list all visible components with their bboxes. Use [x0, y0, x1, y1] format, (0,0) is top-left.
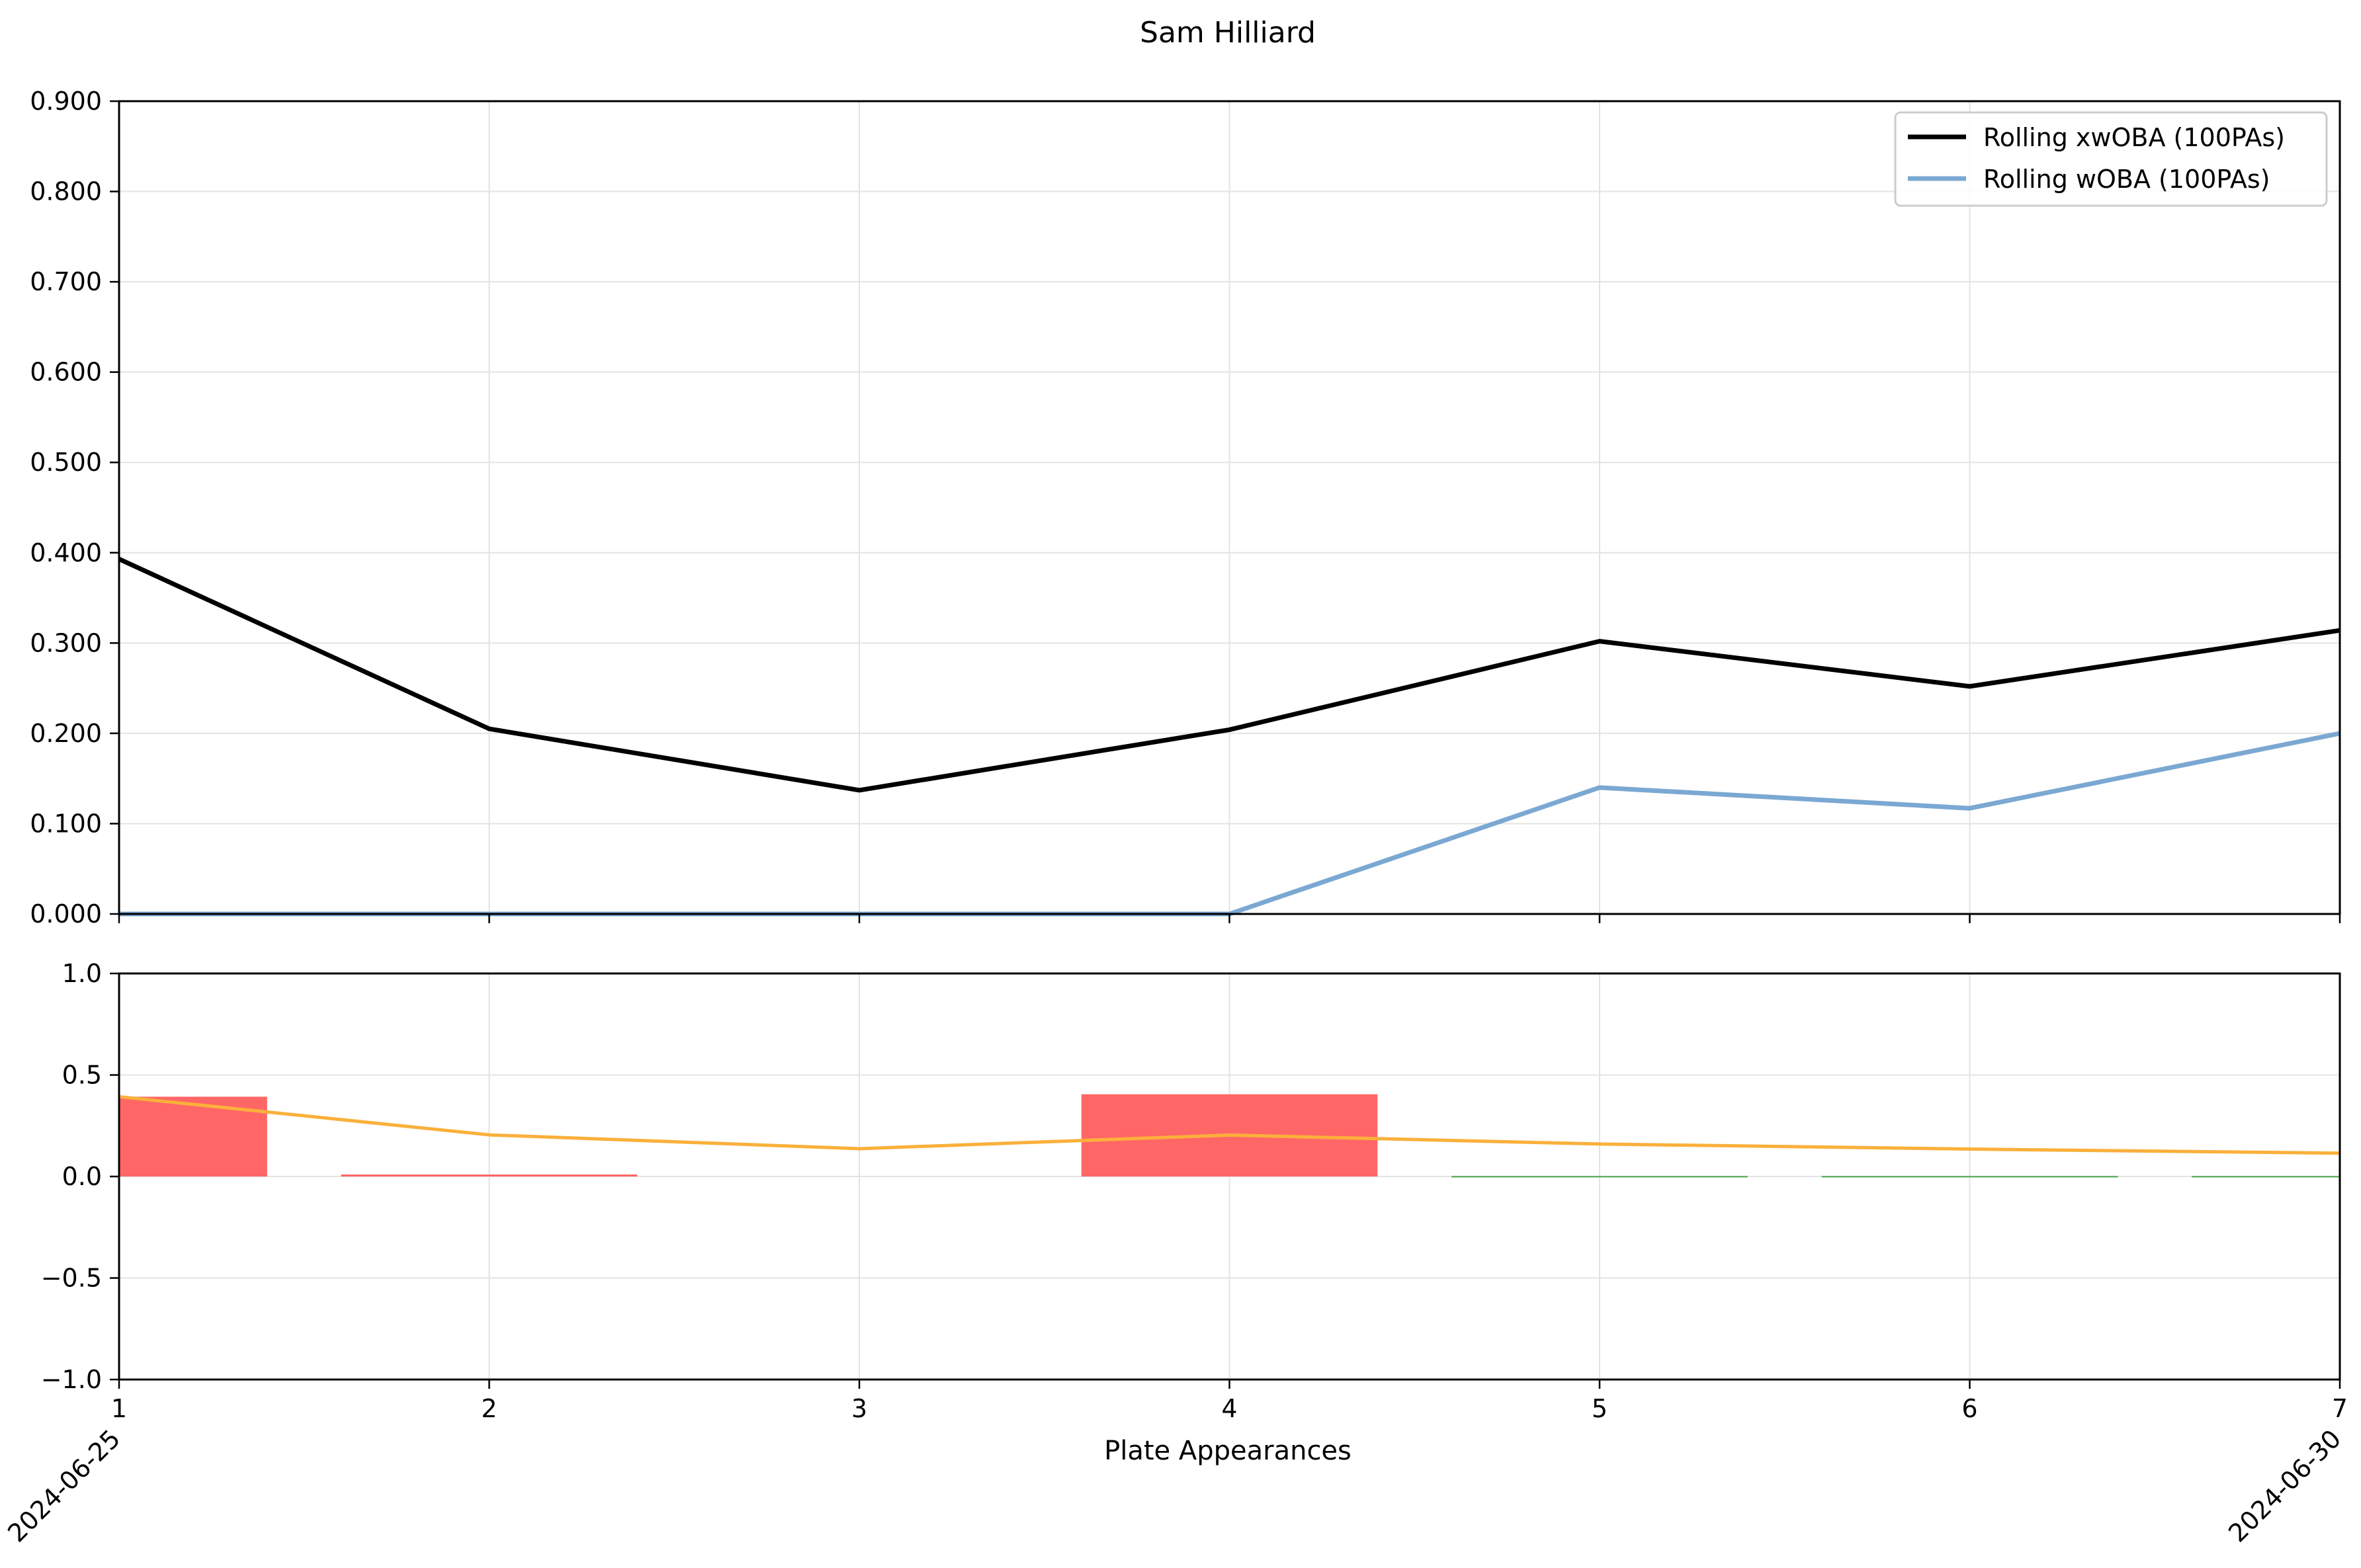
legend-label-woba: Rolling wOBA (100PAs) — [1983, 165, 2270, 194]
legend-box — [1894, 111, 2328, 207]
bottom-y-tick-label: 0.0 — [62, 1162, 102, 1191]
x-tick-label: 5 — [1592, 1394, 1608, 1423]
date-label: 2024-06-30 — [2223, 1424, 2346, 1547]
top-y-tick-label: 0.600 — [30, 358, 102, 387]
legend: Rolling xwOBA (100PAs) Rolling wOBA (100… — [1894, 111, 2328, 207]
top-plot: 0.000 0.100 0.200 0.300 0.400 0.500 0.600 0.700… — [30, 87, 2341, 928]
bar — [341, 1174, 638, 1176]
bar — [711, 1176, 1008, 1178]
x-tick-label: 1 — [111, 1394, 127, 1423]
bar — [2192, 1176, 2340, 1178]
top-y-tick-label: 0.200 — [30, 719, 102, 748]
bottom-y-tick-label: 0.5 — [62, 1061, 102, 1090]
date-label: 2024-06-25 — [2, 1424, 126, 1547]
bar — [1821, 1176, 2118, 1178]
x-axis-label: Plate Appearances — [1104, 1436, 1352, 1466]
bottom-y-tick-label: 1.0 — [62, 959, 102, 988]
top-y-tick-label: 0.500 — [30, 448, 102, 477]
top-y-tick-label: 0.300 — [30, 628, 102, 657]
bar — [1451, 1176, 1748, 1178]
top-y-tick-label: 0.400 — [30, 538, 102, 567]
top-y-tick-label: 0.700 — [30, 267, 102, 296]
top-y-tick-label: 0.800 — [30, 177, 102, 206]
top-y-tick-label: 0.100 — [30, 809, 102, 838]
top-y-tick-label: 0.900 — [30, 87, 102, 116]
bottom-plot: −1.0 −0.5 0.0 0.5 1.0 1 2 3 4 5 6 7 Plate Appearan… — [2, 959, 2348, 1548]
top-y-tick-label: 0.000 — [30, 899, 102, 928]
x-tick-label: 3 — [851, 1394, 867, 1423]
chart-title: Sam Hilliard — [1140, 16, 1316, 50]
bottom-y-tick-label: −0.5 — [41, 1264, 102, 1293]
x-tick-label: 2 — [481, 1394, 497, 1423]
legend-label-xwoba: Rolling xwOBA (100PAs) — [1983, 123, 2285, 152]
x-tick-label: 4 — [1221, 1394, 1237, 1423]
bottom-y-tick-label: −1.0 — [41, 1365, 102, 1394]
x-tick-label: 7 — [2332, 1394, 2348, 1423]
x-tick-label: 6 — [1961, 1394, 1977, 1423]
